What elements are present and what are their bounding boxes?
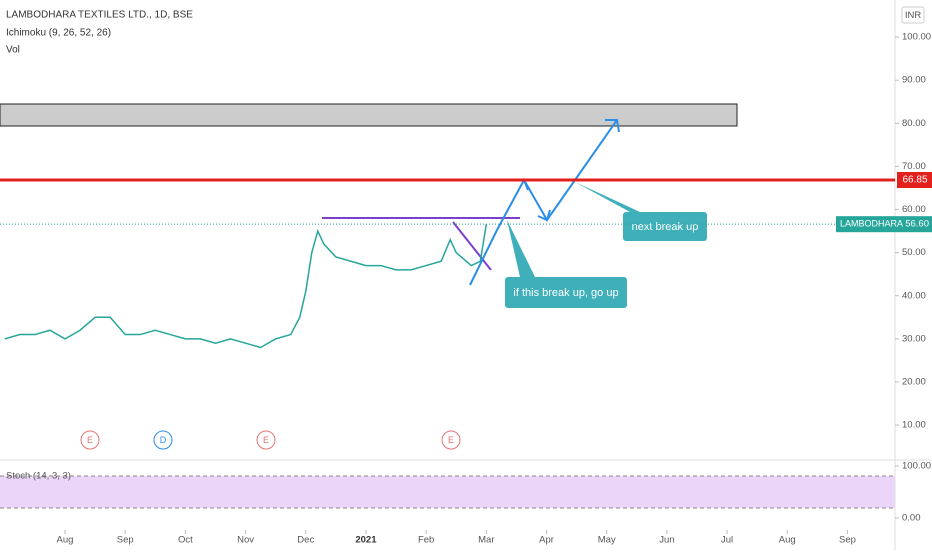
x-tick-label: Jul bbox=[721, 535, 733, 546]
price-tag-label: 66.85 bbox=[902, 175, 927, 186]
annotation: next break up bbox=[632, 221, 699, 233]
event-marker bbox=[441, 430, 461, 450]
y-tick-label: 50.00 bbox=[902, 247, 926, 258]
y-tick-label: 40.00 bbox=[902, 290, 926, 301]
y-tick-label: 20.00 bbox=[902, 376, 926, 387]
annotation: if this break up, go up bbox=[513, 287, 618, 299]
callout bbox=[623, 212, 707, 241]
x-tick-label: May bbox=[598, 535, 616, 546]
stoch-band bbox=[0, 476, 895, 508]
callout bbox=[505, 277, 627, 308]
x-tick-label: Apr bbox=[539, 535, 554, 546]
x-tick-label: Mar bbox=[478, 535, 494, 546]
stoch-title: Stoch (14, 3, 3) bbox=[6, 471, 71, 482]
event-label: E bbox=[87, 435, 93, 445]
price-tag-label: 56.60 bbox=[905, 219, 929, 230]
stoch-tick-label: 100.00 bbox=[902, 461, 931, 472]
stoch-tick-label: 0.00 bbox=[902, 513, 921, 524]
x-tick-label: Sep bbox=[117, 535, 134, 546]
x-tick-label: Oct bbox=[178, 535, 193, 546]
y-tick-label: 10.00 bbox=[902, 420, 926, 431]
price-tag bbox=[897, 171, 932, 188]
event-label: E bbox=[263, 435, 269, 445]
trend-line bbox=[452, 221, 492, 271]
price-tag-name: LAMBODHARA bbox=[840, 219, 903, 229]
event-marker bbox=[256, 430, 276, 450]
event-marker bbox=[80, 430, 100, 450]
arrow-head bbox=[537, 209, 551, 222]
currency-box bbox=[901, 6, 925, 24]
x-tick-label: Feb bbox=[418, 535, 434, 546]
y-tick-label: 80.00 bbox=[902, 118, 926, 129]
callout-pointer bbox=[575, 182, 640, 212]
chart-title: LAMBODHARA TEXTILES LTD., 1D, BSE bbox=[6, 10, 193, 21]
zone-box bbox=[0, 103, 738, 127]
x-tick-label: Jun bbox=[659, 535, 674, 546]
x-tick-label: Dec bbox=[297, 535, 314, 546]
projection-arrow bbox=[469, 119, 618, 286]
y-tick-label: 30.00 bbox=[902, 333, 926, 344]
currency: INR bbox=[905, 10, 922, 21]
event-label: D bbox=[160, 435, 167, 445]
x-tick-label: Aug bbox=[779, 535, 796, 546]
arrow-head bbox=[605, 119, 620, 133]
indicator-label: Ichimoku (9, 26, 52, 26) bbox=[6, 28, 111, 39]
x-tick-label: 2021 bbox=[355, 535, 377, 546]
price-tag bbox=[836, 216, 932, 233]
y-tick-label: 90.00 bbox=[902, 75, 926, 86]
event-label: E bbox=[448, 435, 454, 445]
x-tick-label: Sep bbox=[839, 535, 856, 546]
x-tick-label: Nov bbox=[237, 535, 254, 546]
y-tick-label: 100.00 bbox=[902, 32, 931, 43]
indicator-label: Vol bbox=[6, 45, 20, 56]
callout-pointer bbox=[507, 220, 535, 277]
y-tick-label: 70.00 bbox=[902, 161, 926, 172]
y-tick-label: 60.00 bbox=[902, 204, 926, 215]
event-marker bbox=[153, 430, 173, 450]
x-tick-label: Aug bbox=[57, 535, 74, 546]
price-line bbox=[4, 224, 488, 349]
